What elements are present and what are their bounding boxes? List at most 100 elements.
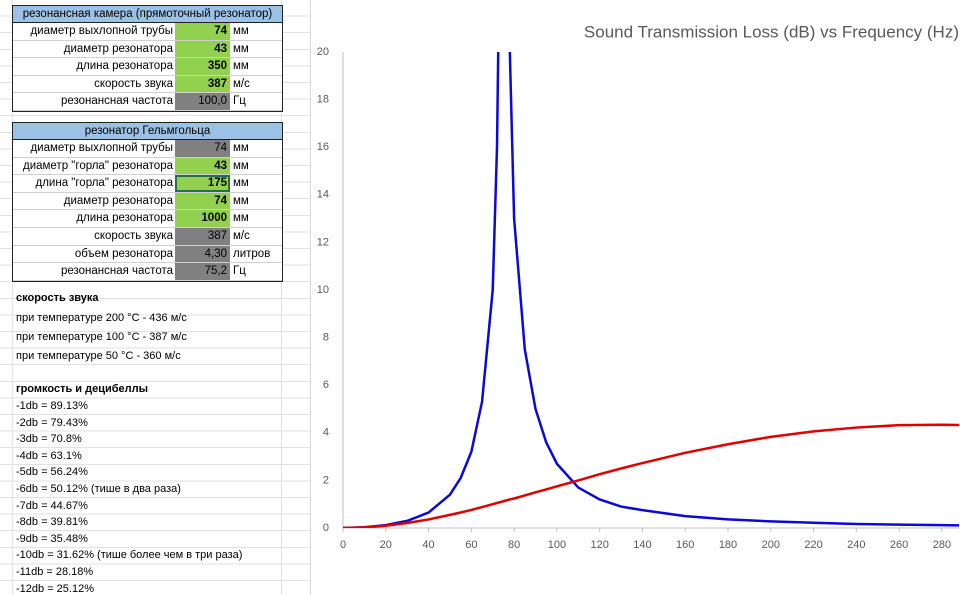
cell-label: длина резонатора <box>76 212 173 225</box>
note-heading: громкость и децибеллы <box>16 383 148 395</box>
y-tick-label: 16 <box>317 141 329 153</box>
note-line: -11db = 28.18% <box>16 566 94 578</box>
table-row: длина "горла" резонатора 175 мм <box>13 175 282 193</box>
chart: Sound Transmission Loss (dB) vs Frequenc… <box>310 0 960 595</box>
cell-value: 74 <box>175 140 230 157</box>
cell-label: диаметр резонатора <box>63 42 173 55</box>
note-line: -4db = 63.1% <box>16 449 82 462</box>
cell-unit: м/с <box>233 77 250 90</box>
x-tick-label: 20 <box>380 539 392 551</box>
line-series <box>343 52 959 528</box>
cell-label: скорость звука <box>94 77 173 90</box>
x-tick-label: 40 <box>422 539 434 551</box>
cell-value: 1000 <box>175 210 230 227</box>
cell-value: 74 <box>175 23 230 40</box>
cell-value: 43 <box>175 157 230 175</box>
x-tick-label: 260 <box>890 539 908 551</box>
table-row: длина резонатора 350 мм <box>13 58 282 76</box>
table-row: резонансная частота 100,0 Гц <box>13 93 282 111</box>
y-tick-label: 8 <box>323 332 329 344</box>
cell-unit: мм <box>233 212 249 225</box>
cell-value: 75,2 <box>175 263 230 280</box>
y-tick-label: 6 <box>323 379 329 391</box>
table-row: скорость звука 387 м/с <box>13 227 282 246</box>
note-line: -7db = 44.67% <box>16 499 88 512</box>
table-row: диаметр выхлопной трубы 74 мм <box>13 23 282 41</box>
cell-unit: Гц <box>233 95 246 108</box>
cell-unit: Гц <box>233 265 246 278</box>
spreadsheet: резонансная камера (прямоточный резонато… <box>0 0 310 595</box>
x-tick-label: 140 <box>633 539 651 551</box>
note-line: -3db = 70.8% <box>16 433 82 446</box>
cell-label: длина "горла" резонатора <box>35 177 174 190</box>
cell-unit: м/с <box>233 229 250 242</box>
line-series <box>343 423 959 528</box>
cell-value: 387 <box>175 75 230 93</box>
table: резонатор Гельмгольца диаметр выхлопной т… <box>12 122 283 282</box>
table-title: резонансная камера (прямоточный резонато… <box>13 6 282 23</box>
note-line: -12db = 25.12% <box>16 582 94 595</box>
cell-value: 387 <box>175 227 230 245</box>
cell-label: резонансная частота <box>60 265 173 278</box>
note-line: -5db = 56.24% <box>16 466 88 479</box>
note-heading: скорость звука <box>16 292 99 304</box>
y-tick-label: 20 <box>317 46 329 58</box>
x-tick-label: 280 <box>933 539 951 551</box>
x-tick-label: 160 <box>676 539 694 551</box>
cell-unit: мм <box>233 60 249 73</box>
cell-label: диаметр выхлопной трубы <box>30 25 173 37</box>
y-tick-label: 0 <box>323 522 329 534</box>
cell-unit: литров <box>233 247 271 260</box>
x-tick-label: 240 <box>847 539 865 551</box>
table-row: диаметр "горла" резонатора 43 мм <box>13 157 282 176</box>
cell-unit: мм <box>233 177 249 190</box>
table-row: диаметр выхлопной трубы 74 мм <box>13 140 282 158</box>
table-row: скорость звука 387 м/с <box>13 75 282 94</box>
cell-label: резонансная частота <box>60 95 173 108</box>
y-tick-label: 18 <box>317 94 329 106</box>
y-tick-label: 12 <box>317 236 329 248</box>
table-row: объем резонатора 4,30 литров <box>13 245 282 264</box>
table-row: диаметр резонатора 43 мм <box>13 40 282 59</box>
cell-label: диаметр резонатора <box>63 194 173 207</box>
cell-value: 100,0 <box>175 93 230 110</box>
note-line: -6db = 50.12% (тише в два раза) <box>16 483 181 495</box>
cell-label: диаметр выхлопной трубы <box>30 142 173 154</box>
cell-value: 43 <box>175 40 230 58</box>
table-title: резонатор Гельмгольца <box>13 123 282 140</box>
y-tick-label: 2 <box>323 474 329 486</box>
x-tick-label: 220 <box>804 539 822 551</box>
note-line: -1db = 89.13% <box>16 400 88 412</box>
table: резонансная камера (прямоточный резонато… <box>12 5 283 112</box>
note-line: -8db = 39.81% <box>16 516 88 529</box>
note-line: -9db = 35.48% <box>16 532 88 545</box>
cell-unit: мм <box>233 159 249 172</box>
cell-value: 175 <box>175 175 230 192</box>
table-row: длина резонатора 1000 мм <box>13 210 282 228</box>
x-tick-label: 0 <box>340 539 346 551</box>
cell-label: диаметр "горла" резонатора <box>22 159 173 172</box>
cell-label: объем резонатора <box>74 247 173 260</box>
cell-label: скорость звука <box>94 229 173 242</box>
x-tick-label: 60 <box>465 539 477 551</box>
note-line: -2db = 79.43% <box>16 416 88 429</box>
table-row: диаметр резонатора 74 мм <box>13 192 282 211</box>
cell-unit: мм <box>233 25 249 37</box>
x-tick-label: 180 <box>719 539 737 551</box>
note-line: при температуре 200 °C - 436 м/с <box>16 312 187 324</box>
cell-unit: мм <box>233 42 249 55</box>
cell-value: 4,30 <box>175 245 230 263</box>
cell-unit: мм <box>233 194 249 207</box>
cell-value: 350 <box>175 58 230 75</box>
chart-title: Sound Transmission Loss (dB) vs Frequenc… <box>584 22 959 41</box>
y-tick-label: 10 <box>317 284 329 296</box>
x-tick-label: 200 <box>762 539 780 551</box>
cell-value: 74 <box>175 192 230 210</box>
note-line: при температуре 100 °C - 387 м/с <box>16 331 187 343</box>
x-tick-label: 80 <box>508 539 520 551</box>
x-tick-label: 120 <box>590 539 608 551</box>
cell-unit: мм <box>233 142 249 154</box>
note-line: -10db = 31.62% (тише более чем в три раз… <box>16 549 243 562</box>
note-line: при температуре 50 °C - 360 м/с <box>16 350 181 362</box>
